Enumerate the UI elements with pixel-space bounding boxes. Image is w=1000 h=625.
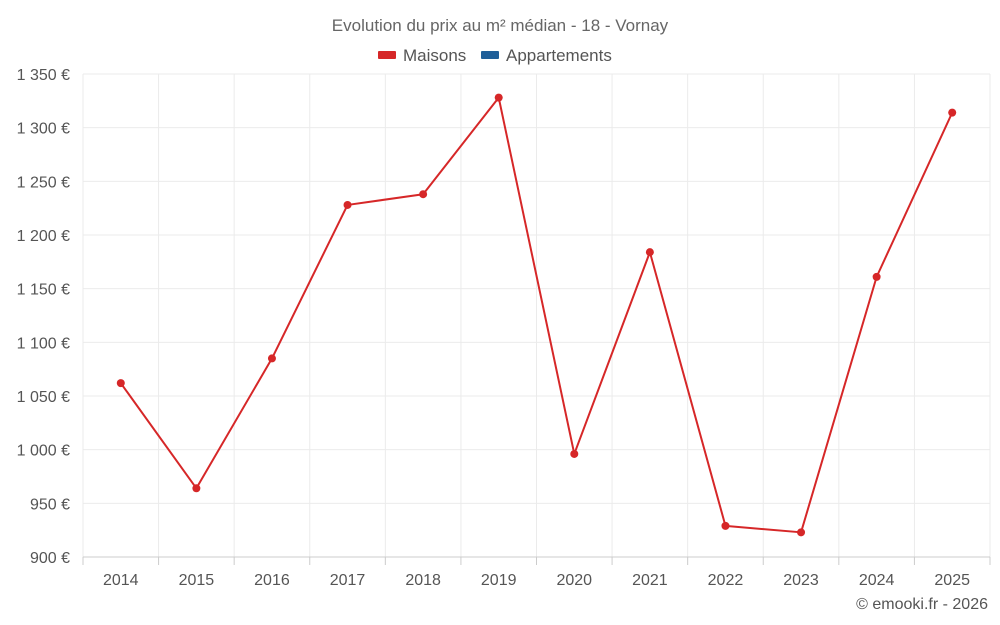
x-tick-label: 2018 <box>405 572 441 589</box>
x-tick-label: 2015 <box>179 572 215 589</box>
legend: Maisons Appartements <box>378 46 612 65</box>
x-tick-label: 2014 <box>103 572 139 589</box>
y-tick-label: 1 350 € <box>17 67 70 84</box>
legend-label-appartements: Appartements <box>506 46 612 65</box>
y-tick-label: 1 050 € <box>17 389 70 406</box>
y-tick-label: 1 000 € <box>17 443 70 460</box>
data-point-2021[interactable] <box>645 248 654 257</box>
y-tick-label: 1 200 € <box>17 228 70 245</box>
x-tick-label: 2023 <box>783 572 819 589</box>
data-point-2014[interactable] <box>116 379 125 388</box>
data-point-2020[interactable] <box>570 449 579 458</box>
x-tick-label: 2024 <box>859 572 895 589</box>
data-point-2018[interactable] <box>419 190 428 199</box>
data-point-2016[interactable] <box>267 354 276 363</box>
x-tick-label: 2022 <box>708 572 744 589</box>
x-tick-label: 2025 <box>934 572 970 589</box>
legend-swatch-appartements <box>481 51 499 59</box>
x-tick-label: 2016 <box>254 572 290 589</box>
data-point-2024[interactable] <box>872 272 881 281</box>
y-axis: 900 € 950 € 1 000 € 1 050 € 1 100 € 1 150 € 1 … <box>17 67 70 567</box>
y-tick-label: 950 € <box>30 496 70 513</box>
data-point-2022[interactable] <box>721 521 730 530</box>
data-point-2017[interactable] <box>343 200 352 209</box>
series-line-maisons <box>119 96 954 534</box>
data-point-2023[interactable] <box>797 528 806 537</box>
y-tick-label: 1 250 € <box>17 174 70 191</box>
legend-item-appartements[interactable]: Appartements <box>481 46 612 65</box>
y-tick-label: 1 100 € <box>17 335 70 352</box>
data-point-2025[interactable] <box>948 108 957 117</box>
x-axis: 2014 2015 2016 2017 2018 2019 2020 2021 2022 2023… <box>82 557 991 589</box>
series-maisons <box>116 93 957 537</box>
x-tick-label: 2019 <box>481 572 517 589</box>
legend-swatch-maisons <box>378 51 396 59</box>
data-point-2015[interactable] <box>192 484 201 493</box>
y-tick-label: 900 € <box>30 550 70 567</box>
credit-text: © emooki.fr - 2026 <box>856 596 988 613</box>
legend-label-maisons: Maisons <box>403 46 466 65</box>
x-tick-label: 2020 <box>556 572 592 589</box>
y-tick-label: 1 300 € <box>17 121 70 138</box>
grid <box>82 73 991 558</box>
x-tick-label: 2017 <box>330 572 366 589</box>
chart-title: Evolution du prix au m² médian - 18 - Vo… <box>332 16 669 35</box>
x-tick-label: 2021 <box>632 572 668 589</box>
data-point-2019[interactable] <box>494 93 503 102</box>
y-tick-label: 1 150 € <box>17 282 70 299</box>
legend-item-maisons[interactable]: Maisons <box>378 46 466 65</box>
